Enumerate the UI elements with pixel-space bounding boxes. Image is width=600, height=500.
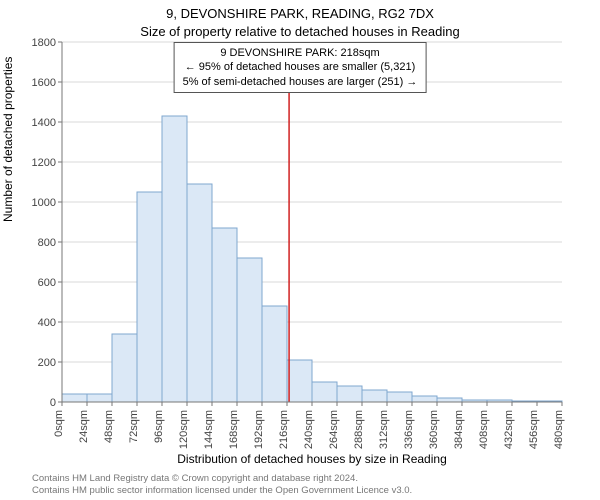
- svg-text:600: 600: [38, 277, 56, 289]
- svg-text:168sqm: 168sqm: [228, 410, 240, 449]
- credits-line-2: Contains HM public sector information li…: [32, 485, 412, 496]
- svg-text:1200: 1200: [32, 157, 56, 169]
- svg-text:120sqm: 120sqm: [178, 410, 190, 449]
- svg-text:480sqm: 480sqm: [553, 410, 565, 449]
- histogram-svg: 0200400600800100012001400160018000sqm24s…: [62, 42, 562, 452]
- annotation-line-2: ← 95% of detached houses are smaller (5,…: [183, 60, 418, 74]
- plot-area: 0200400600800100012001400160018000sqm24s…: [62, 42, 562, 402]
- chart-container: 9, DEVONSHIRE PARK, READING, RG2 7DX Siz…: [0, 0, 600, 500]
- svg-text:1600: 1600: [32, 77, 56, 89]
- annotation-line-3: 5% of semi-detached houses are larger (2…: [183, 75, 418, 89]
- svg-text:456sqm: 456sqm: [528, 410, 540, 449]
- svg-text:48sqm: 48sqm: [103, 410, 115, 443]
- svg-text:384sqm: 384sqm: [453, 410, 465, 449]
- svg-text:96sqm: 96sqm: [153, 410, 165, 443]
- x-axis-label: Distribution of detached houses by size …: [62, 452, 562, 466]
- svg-text:1400: 1400: [32, 117, 56, 129]
- svg-text:800: 800: [38, 237, 56, 249]
- svg-text:360sqm: 360sqm: [428, 410, 440, 449]
- svg-text:408sqm: 408sqm: [478, 410, 490, 449]
- svg-text:1800: 1800: [32, 37, 56, 49]
- svg-text:200: 200: [38, 357, 56, 369]
- title-line-1: 9, DEVONSHIRE PARK, READING, RG2 7DX: [0, 6, 600, 21]
- annotation-line-1: 9 DEVONSHIRE PARK: 218sqm: [183, 46, 418, 60]
- svg-text:312sqm: 312sqm: [378, 410, 390, 449]
- svg-text:144sqm: 144sqm: [203, 410, 215, 449]
- svg-text:24sqm: 24sqm: [78, 410, 90, 443]
- credits-line-1: Contains HM Land Registry data © Crown c…: [32, 473, 412, 484]
- svg-text:192sqm: 192sqm: [253, 410, 265, 449]
- svg-text:336sqm: 336sqm: [403, 410, 415, 449]
- svg-text:1000: 1000: [32, 197, 56, 209]
- svg-text:72sqm: 72sqm: [128, 410, 140, 443]
- svg-text:0: 0: [50, 397, 56, 409]
- annotation-box: 9 DEVONSHIRE PARK: 218sqm ← 95% of detac…: [174, 42, 427, 93]
- credits: Contains HM Land Registry data © Crown c…: [32, 473, 412, 496]
- svg-text:216sqm: 216sqm: [278, 410, 290, 449]
- svg-text:0sqm: 0sqm: [53, 410, 65, 437]
- y-axis-label: Number of detached properties: [1, 57, 15, 222]
- svg-text:400: 400: [38, 317, 56, 329]
- svg-text:240sqm: 240sqm: [303, 410, 315, 449]
- title-line-2: Size of property relative to detached ho…: [0, 24, 600, 39]
- svg-text:288sqm: 288sqm: [353, 410, 365, 449]
- svg-text:264sqm: 264sqm: [328, 410, 340, 449]
- svg-text:432sqm: 432sqm: [503, 410, 515, 449]
